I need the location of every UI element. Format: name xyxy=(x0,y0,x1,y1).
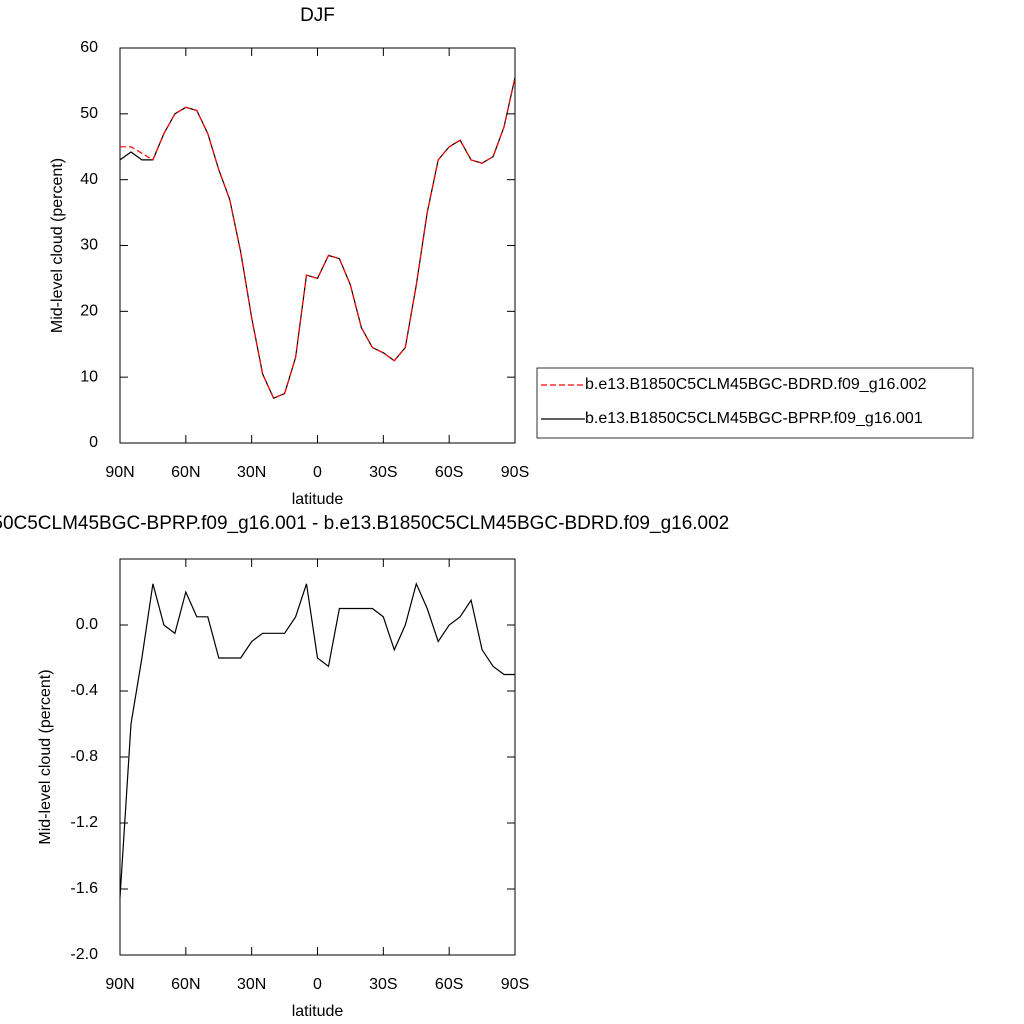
series-line xyxy=(119,77,516,399)
chart-title: DJF xyxy=(300,5,335,26)
y-tick-label: 50 xyxy=(80,105,98,122)
y-tick-label: -1.2 xyxy=(70,814,98,831)
x-tick-label: 60S xyxy=(435,464,463,481)
y-tick-label: 0.0 xyxy=(76,616,98,633)
plot-frame xyxy=(119,47,516,444)
x-axis-label: latitude xyxy=(292,1003,344,1020)
x-tick-label: 60N xyxy=(171,976,200,993)
x-tick-label: 30S xyxy=(369,464,397,481)
x-tick-label: 60N xyxy=(171,464,200,481)
y-axis-label: Mid-level cloud (percent) xyxy=(49,158,66,333)
legend-box xyxy=(536,367,974,439)
y-axis-label: Mid-level cloud (percent) xyxy=(37,669,54,844)
y-tick-label: -2.0 xyxy=(70,946,98,963)
y-tick-label: 60 xyxy=(80,39,98,56)
series-line xyxy=(119,581,515,898)
y-tick-label: 0 xyxy=(89,434,98,451)
x-tick-label: 0 xyxy=(313,976,322,993)
y-tick-label: -0.8 xyxy=(70,748,98,765)
legend-label: b.e13.B1850C5CLM45BGC-BPRP.f09_g16.001 xyxy=(585,410,923,427)
x-axis-label: latitude xyxy=(292,491,344,508)
x-tick-label: 60S xyxy=(435,976,463,993)
x-tick-label: 30N xyxy=(237,464,266,481)
y-tick-label: 10 xyxy=(80,368,98,385)
legend-label: b.e13.B1850C5CLM45BGC-BDRD.f09_g16.002 xyxy=(585,376,927,393)
y-tick-label: -1.6 xyxy=(70,880,98,897)
y-tick-label: -0.4 xyxy=(70,682,98,699)
x-tick-label: 30N xyxy=(237,976,266,993)
x-tick-label: 90S xyxy=(501,976,529,993)
x-tick-label: 30S xyxy=(369,976,397,993)
x-tick-label: 90N xyxy=(105,976,134,993)
y-tick-label: 30 xyxy=(80,237,98,254)
x-tick-label: 90S xyxy=(501,464,529,481)
series-line xyxy=(120,77,516,399)
chart-title: b.e13.B1850C5CLM45BGC-BPRP.f09_g16.001 -… xyxy=(0,513,729,534)
x-tick-label: 90N xyxy=(105,464,134,481)
x-tick-label: 0 xyxy=(313,464,322,481)
y-tick-label: 20 xyxy=(80,303,98,320)
y-tick-label: 40 xyxy=(80,171,98,188)
